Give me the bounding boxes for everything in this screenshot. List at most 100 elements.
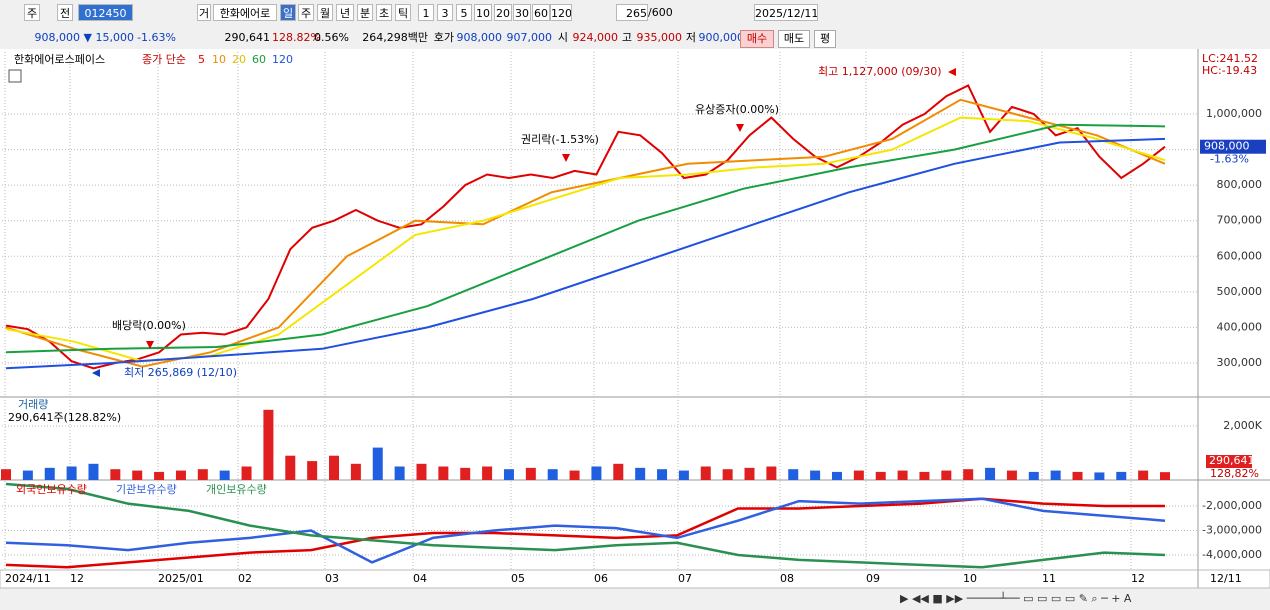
quote-item[interactable]: 매수 xyxy=(740,30,774,48)
toolbar-item[interactable]: /600 xyxy=(648,6,672,19)
toolbar-item[interactable]: 거 xyxy=(197,4,211,21)
scale-label: LC:241.52 xyxy=(1202,52,1258,65)
volume-bar xyxy=(1160,472,1170,480)
y-tick-label: 800,000 xyxy=(1217,178,1263,191)
volume-bar xyxy=(503,469,514,480)
volume-bar xyxy=(788,469,799,480)
volume-bar xyxy=(460,467,471,480)
nav-controls[interactable]: ▶ ◀◀ ■ ▶▶ ─────┴── ▭ ▭ ▭ ▭ ✎ ⌕ ─ + A xyxy=(900,591,1132,605)
volume-bar xyxy=(1006,470,1017,480)
chart-title: 거래량 xyxy=(18,398,48,411)
toolbar-item[interactable]: 5 xyxy=(456,4,472,21)
volume-bar xyxy=(329,455,340,480)
toolbar-item[interactable]: 3 xyxy=(437,4,453,21)
legend-entry: 외국인보유수량 xyxy=(16,483,87,496)
toolbar-item[interactable]: 30 xyxy=(513,4,531,21)
x-tick-label: 02 xyxy=(238,572,252,585)
toolbar-item[interactable]: 주 xyxy=(298,4,314,21)
x-tick-label: 08 xyxy=(780,572,794,585)
volume-bar xyxy=(700,466,711,480)
volume-bar xyxy=(219,470,230,480)
volume-bar xyxy=(569,470,580,480)
quote-item: 시 xyxy=(557,31,568,44)
toolbar-item[interactable]: 주 xyxy=(24,4,40,21)
toolbar-item[interactable]: 초 xyxy=(376,4,392,21)
chart-icon xyxy=(8,69,22,83)
volume-bar xyxy=(1,469,11,480)
legend-entry: 120 xyxy=(272,53,293,66)
volume-bar xyxy=(394,466,405,480)
volume-bar xyxy=(853,470,864,480)
toolbar: 주 전 012450 거 한화에어로 일 주 월 년 분 초 틱 1 3 5 10 20 30 60 120 265/6… xyxy=(0,0,1270,29)
annotation-arrow xyxy=(92,369,100,377)
x-tick-label: 2025/01 xyxy=(158,572,204,585)
x-tick-label: 10 xyxy=(963,572,977,585)
volume-bar xyxy=(831,471,842,480)
volume-bar xyxy=(525,467,536,480)
volume-bar xyxy=(1094,472,1105,480)
toolbar-item[interactable]: 60 xyxy=(532,4,550,21)
y-tick-label: 700,000 xyxy=(1217,214,1263,227)
y-tick-label: -3,000,000 xyxy=(1202,524,1262,537)
x-tick-label: 09 xyxy=(866,572,880,585)
y-tick-label: 400,000 xyxy=(1217,320,1263,333)
toolbar-item[interactable]: 120 xyxy=(550,4,572,21)
y-tick-label: 2,000K xyxy=(1223,419,1262,432)
x-tick-label: 12 xyxy=(1131,572,1145,585)
toolbar-item[interactable]: 2025/12/11 xyxy=(754,4,818,21)
volume-bar xyxy=(985,467,996,480)
toolbar-item[interactable]: 1 xyxy=(418,4,434,21)
toolbar-item[interactable]: 월 xyxy=(317,4,333,21)
toolbar-item[interactable]: 년 xyxy=(336,4,354,21)
last-price-label: 908,000 xyxy=(1204,140,1250,153)
volume-bar xyxy=(482,466,493,480)
annotation: 최저 265,869 (12/10) xyxy=(124,366,237,379)
toolbar-item[interactable]: 10 xyxy=(474,4,492,21)
series-line xyxy=(5,137,1166,370)
volume-bar xyxy=(591,466,602,480)
quote-item: 924,000 xyxy=(572,31,619,44)
legend-entry: 5 xyxy=(198,53,205,66)
last-price-box xyxy=(1200,139,1266,154)
quote-item: 저 xyxy=(685,31,696,44)
toolbar-item[interactable]: 20 xyxy=(494,4,512,21)
volume-bar xyxy=(613,463,624,480)
toolbar-item[interactable]: 틱 xyxy=(395,4,411,21)
quote-item: -1.63% xyxy=(137,31,176,44)
quote-item: 고 xyxy=(621,31,632,44)
chart-subtitle: 종가 단순 xyxy=(142,53,186,66)
x-tick-label: 12 xyxy=(70,572,84,585)
volume-bar xyxy=(350,463,361,480)
last-volume-box xyxy=(1206,455,1252,468)
toolbar-item[interactable]: 012450 xyxy=(78,4,133,21)
toolbar-item[interactable]: 전 xyxy=(57,4,73,21)
volume-bar xyxy=(372,447,383,480)
scale-label: HC:-19.43 xyxy=(1202,64,1257,77)
volume-bar xyxy=(438,466,449,480)
quote-item[interactable]: 평 xyxy=(814,30,836,48)
annotation-arrow xyxy=(146,341,154,349)
toolbar-item[interactable]: 일 xyxy=(280,4,296,21)
volume-bar xyxy=(263,409,274,480)
quote-item: 908,000 xyxy=(456,31,503,44)
toolbar-item[interactable]: 한화에어로 xyxy=(213,4,277,21)
chart-bg xyxy=(0,49,1270,588)
series-line xyxy=(5,98,1166,368)
y-tick-label: -2,000,000 xyxy=(1202,499,1262,512)
toolbar-item[interactable]: 분 xyxy=(357,4,373,21)
volume-bar xyxy=(875,471,886,480)
y-tick-label: 500,000 xyxy=(1217,285,1263,298)
toolbar-item[interactable]: 265 xyxy=(616,4,648,21)
annotation-arrow xyxy=(562,154,570,162)
volume-bar xyxy=(766,466,777,480)
quote-item: 908,000 ▼ xyxy=(34,31,92,44)
x-tick-label: 06 xyxy=(594,572,608,585)
annotation: 배당락(0.00%) xyxy=(112,319,186,332)
quote-item[interactable]: 매도 xyxy=(778,30,810,48)
volume-bar xyxy=(22,470,33,480)
volume-bar xyxy=(1116,471,1127,480)
x-tick-label: 03 xyxy=(325,572,339,585)
volume-bar xyxy=(416,463,427,480)
volume-bar xyxy=(678,470,689,480)
